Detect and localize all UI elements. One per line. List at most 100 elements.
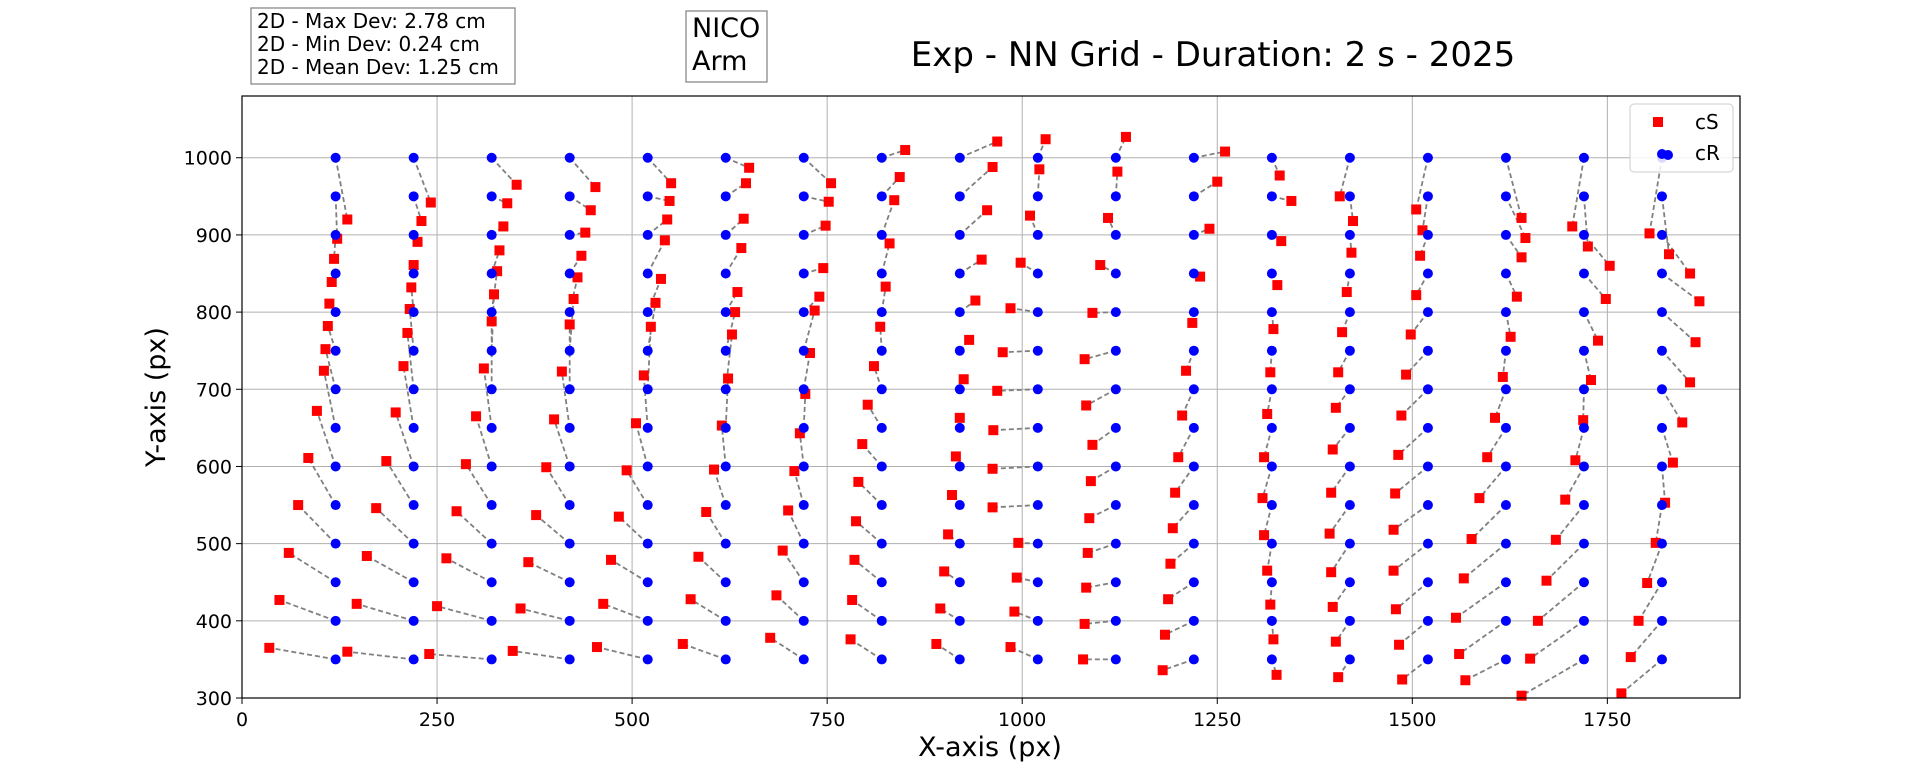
cr-point [564, 229, 575, 240]
deviation-line [1661, 388, 1684, 423]
deviation-line [1084, 619, 1116, 625]
deviation-line [1162, 658, 1195, 672]
deviation-line [992, 504, 1038, 509]
cs-point [303, 452, 314, 463]
cr-point [1578, 345, 1589, 356]
deviation-line [851, 599, 883, 622]
deviation-line [1084, 349, 1117, 361]
cr-point [876, 654, 887, 665]
cr-point [564, 307, 575, 318]
cs-point [804, 348, 815, 359]
cs-point [1333, 672, 1344, 683]
cr-point [1500, 615, 1511, 626]
cr-point [1344, 615, 1355, 626]
cs-point [1087, 439, 1098, 450]
label-box-line-1: NICO [692, 13, 760, 44]
cr-point [1500, 152, 1511, 163]
cr-point [408, 384, 419, 395]
cs-point [351, 598, 362, 609]
cs-point [406, 282, 417, 293]
cr-point [564, 191, 575, 202]
cr-point [1578, 422, 1589, 433]
cs-point [931, 638, 942, 649]
cs-point [701, 506, 712, 517]
deviation-line [347, 650, 414, 661]
cs-point [659, 235, 670, 246]
cs-point [1265, 599, 1276, 610]
deviation-line [553, 419, 571, 467]
cr-point [954, 500, 965, 511]
cs-point [851, 516, 862, 527]
cs-point [324, 298, 335, 309]
deviation-line [307, 457, 337, 506]
cs-point [1181, 365, 1192, 376]
cs-point [432, 601, 443, 612]
deviation-line [1661, 196, 1670, 255]
cr-point [798, 500, 809, 511]
cr-point [1188, 422, 1199, 433]
cr-point [408, 538, 419, 549]
deviation-line [482, 368, 493, 428]
cs-point [398, 361, 409, 372]
cr-point [642, 422, 653, 433]
cr-point [720, 538, 731, 549]
deviation-line [1555, 504, 1585, 541]
y-tick-label: 1000 [184, 148, 232, 170]
cs-point [1212, 176, 1223, 187]
cs-point [1567, 221, 1578, 232]
cs-point [1417, 225, 1428, 236]
cs-point [311, 405, 322, 416]
cr-point [1422, 654, 1433, 665]
cs-point [585, 205, 596, 216]
cs-point [1474, 493, 1485, 504]
deviation-line [646, 278, 662, 313]
cr-point [330, 152, 341, 163]
deviation-line [1263, 504, 1273, 536]
cr-point [1110, 615, 1121, 626]
cs-point [1664, 249, 1675, 260]
cr-point [954, 345, 965, 356]
label-box: NICO Arm [685, 10, 768, 83]
cr-point [876, 229, 887, 240]
cs-point [591, 642, 602, 653]
cr-point [408, 307, 419, 318]
cr-point [408, 152, 419, 163]
cs-point [794, 428, 805, 439]
cr-point [1578, 384, 1589, 395]
cs-point [1040, 134, 1051, 145]
cs-point [402, 327, 413, 338]
cr-point [330, 268, 341, 279]
cr-point [1266, 345, 1277, 356]
deviation-line [1620, 658, 1663, 695]
deviation-line [769, 637, 805, 661]
deviation-line [406, 332, 415, 390]
cr-point [1500, 384, 1511, 395]
cs-point [1525, 653, 1536, 664]
deviation-line [802, 393, 807, 428]
cs-point [1490, 412, 1501, 423]
deviation-line [316, 410, 337, 467]
cs-point [783, 505, 794, 516]
cr-point [876, 268, 887, 279]
deviation-line [560, 371, 571, 428]
cs-point [556, 366, 567, 377]
cs-point [889, 195, 900, 206]
stats-line-min: 2D - Min Dev: 0.24 cm [257, 32, 480, 56]
cs-point [954, 412, 965, 423]
deviation-line [646, 239, 666, 274]
deviation-line [535, 514, 571, 545]
cs-point [613, 511, 624, 522]
cs-point [1034, 164, 1045, 175]
cr-point [642, 152, 653, 163]
cs-point [1685, 377, 1696, 388]
cr-point [408, 268, 419, 279]
cs-point [826, 178, 837, 189]
y-tick-label: 700 [196, 379, 232, 401]
cr-point [1110, 384, 1121, 395]
deviation-line [288, 552, 337, 583]
legend-label-cr: cR [1695, 141, 1720, 165]
cs-point [1405, 329, 1416, 340]
cr-point [642, 538, 653, 549]
cr-point [1500, 577, 1511, 588]
